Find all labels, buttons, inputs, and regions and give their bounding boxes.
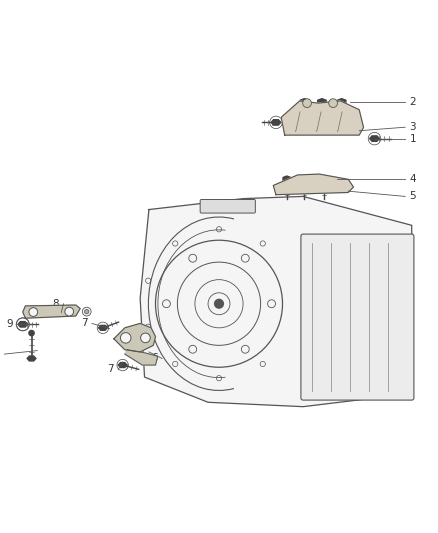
Circle shape <box>29 330 34 336</box>
Circle shape <box>141 333 150 343</box>
Text: 8: 8 <box>53 298 59 309</box>
Polygon shape <box>114 324 155 352</box>
Polygon shape <box>320 176 328 182</box>
Polygon shape <box>283 176 291 182</box>
Polygon shape <box>18 321 28 327</box>
Text: 2: 2 <box>410 97 416 107</box>
Circle shape <box>29 308 38 317</box>
Circle shape <box>65 307 74 316</box>
Polygon shape <box>99 325 107 330</box>
Circle shape <box>303 99 311 108</box>
FancyBboxPatch shape <box>200 199 255 213</box>
Circle shape <box>85 310 89 314</box>
Polygon shape <box>23 305 80 318</box>
Text: 5: 5 <box>410 191 416 201</box>
Text: 4: 4 <box>410 174 416 184</box>
Polygon shape <box>27 356 36 361</box>
Text: 9: 9 <box>7 319 13 329</box>
Circle shape <box>82 307 91 316</box>
Polygon shape <box>370 136 379 141</box>
Circle shape <box>120 333 131 343</box>
Polygon shape <box>300 176 308 182</box>
Text: 7: 7 <box>107 365 114 374</box>
Polygon shape <box>318 99 326 105</box>
Text: 7: 7 <box>81 318 88 328</box>
Polygon shape <box>118 362 127 368</box>
Polygon shape <box>125 350 158 365</box>
Text: 6: 6 <box>151 353 158 364</box>
Polygon shape <box>273 174 353 195</box>
Text: 3: 3 <box>410 122 416 132</box>
Circle shape <box>328 99 338 108</box>
Polygon shape <box>271 120 281 125</box>
Text: 1: 1 <box>410 134 416 143</box>
Polygon shape <box>337 99 346 105</box>
Polygon shape <box>140 197 412 407</box>
FancyBboxPatch shape <box>301 234 414 400</box>
Polygon shape <box>300 99 309 105</box>
Polygon shape <box>281 101 364 135</box>
Circle shape <box>215 300 223 308</box>
